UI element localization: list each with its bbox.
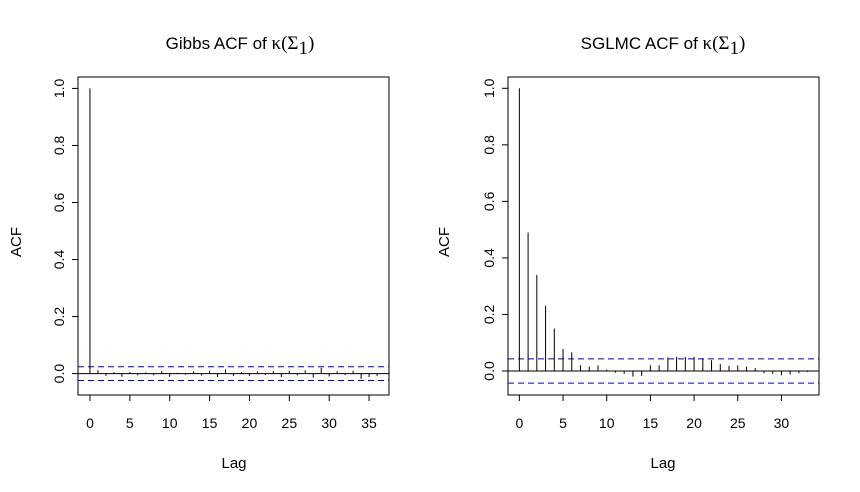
gibbs-x-tick-label: 30 [321, 415, 337, 431]
gibbs-y-tick-label: 0.2 [51, 307, 67, 327]
gibbs-x-tick-label: 20 [242, 415, 258, 431]
gibbs-x-tick-label: 5 [126, 415, 134, 431]
gibbs-x-tick-label: 0 [86, 415, 94, 431]
sglmc-x-tick-label: 30 [774, 415, 790, 431]
sglmc-x-tick-label: 0 [515, 415, 523, 431]
gibbs-x-tick-label: 15 [202, 415, 218, 431]
gibbs-y-tick-label: 0.4 [51, 250, 67, 270]
sglmc-y-tick-label: 0.6 [481, 191, 497, 211]
sglmc-y-tick-label: 0.8 [481, 135, 497, 155]
gibbs-plot-frame [77, 76, 390, 396]
sglmc-y-tick-label: 1.0 [481, 78, 497, 98]
sglmc-y-tick-label: 0.2 [481, 304, 497, 324]
sglmc-x-tick-label: 25 [730, 415, 746, 431]
gibbs-y-tick-label: 0.8 [51, 136, 67, 156]
gibbs-y-tick-label: 0.0 [51, 364, 67, 384]
gibbs-x-tick-label: 10 [162, 415, 178, 431]
sglmc-y-tick-label: 0.0 [481, 361, 497, 381]
sglmc-x-tick-label: 5 [559, 415, 567, 431]
sglmc-y-tick-label: 0.4 [481, 248, 497, 268]
gibbs-acf-title: Gibbs ACF of κ(Σ1) [166, 33, 315, 59]
gibbs-acf-panel: Gibbs ACF of κ(Σ1) Lag ACF 0 5 10 15 20 25 30 3… [8, 33, 390, 472]
sglmc-y-axis-label: ACF [436, 227, 453, 257]
gibbs-y-tick-label: 0.6 [51, 193, 67, 213]
gibbs-x-tick-label: 25 [282, 415, 298, 431]
gibbs-y-axis-label: ACF [8, 227, 25, 257]
gibbs-y-tick-label: 1.0 [51, 78, 67, 98]
sglmc-x-tick-label: 20 [686, 415, 702, 431]
sglmc-x-tick-label: 10 [599, 415, 615, 431]
gibbs-x-tick-label: 35 [361, 415, 377, 431]
gibbs-x-axis-label: Lag [221, 455, 246, 472]
sglmc-x-axis-label: Lag [650, 455, 675, 472]
sglmc-x-tick-label: 15 [643, 415, 659, 431]
sglmc-acf-title: SGLMC ACF of κ(Σ1) [581, 33, 746, 59]
sglmc-acf-panel: SGLMC ACF of κ(Σ1) Lag ACF 0 5 10 15 20 25 30 0… [436, 33, 820, 472]
